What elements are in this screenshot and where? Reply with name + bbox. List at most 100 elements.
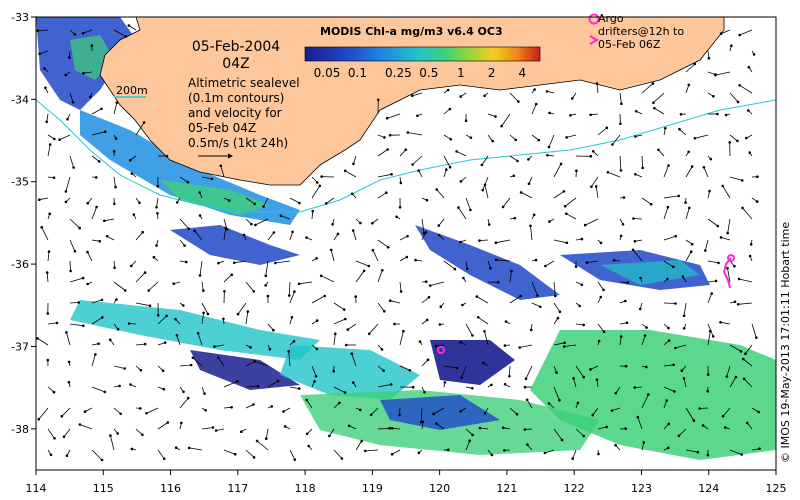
velocity-vector-head bbox=[165, 314, 168, 318]
velocity-vector-head bbox=[116, 432, 119, 435]
velocity-vector bbox=[478, 316, 489, 325]
contour-200m bbox=[35, 99, 777, 213]
velocity-vector-head bbox=[534, 258, 538, 262]
velocity-vector bbox=[245, 404, 254, 409]
velocity-vector-head bbox=[583, 223, 587, 227]
velocity-vector bbox=[685, 251, 692, 262]
velocity-vector bbox=[586, 260, 599, 263]
velocity-vector-head bbox=[279, 214, 283, 218]
velocity-vector-head bbox=[448, 165, 452, 169]
velocity-vector-head bbox=[352, 381, 355, 384]
velocity-vector-head bbox=[674, 346, 677, 350]
velocity-vector-head bbox=[45, 271, 49, 274]
velocity-vector bbox=[420, 407, 423, 423]
velocity-vector-head bbox=[742, 377, 746, 381]
velocity-vector-head bbox=[536, 294, 539, 297]
velocity-vector bbox=[685, 166, 693, 178]
argo-legend-chevron bbox=[589, 35, 600, 45]
velocity-vector-head bbox=[132, 213, 136, 216]
velocity-vector-head bbox=[214, 429, 218, 432]
velocity-vector bbox=[729, 92, 739, 103]
velocity-vector bbox=[572, 449, 577, 459]
velocity-vector bbox=[146, 407, 159, 414]
velocity-vector bbox=[69, 323, 84, 327]
velocity-vector-head bbox=[45, 120, 48, 124]
velocity-vector bbox=[289, 386, 300, 389]
velocity-vector-head bbox=[386, 246, 390, 249]
velocity-vector-head bbox=[156, 314, 160, 317]
velocity-vector-head bbox=[213, 345, 216, 348]
velocity-vector-head bbox=[82, 71, 85, 75]
velocity-vector bbox=[619, 336, 622, 346]
velocity-vector bbox=[377, 270, 383, 283]
velocity-vector bbox=[465, 260, 468, 269]
velocity-vector-head bbox=[367, 332, 371, 336]
velocity-vector-head bbox=[459, 340, 462, 344]
velocity-vector-head bbox=[202, 289, 205, 292]
velocity-vector-head bbox=[490, 453, 494, 457]
velocity-vector-head bbox=[591, 413, 595, 417]
x-tick-label: 120 bbox=[429, 482, 450, 495]
velocity-vector-head bbox=[582, 375, 585, 379]
velocity-vector bbox=[399, 256, 408, 262]
velocity-vector bbox=[37, 29, 49, 31]
velocity-vector bbox=[245, 385, 259, 388]
velocity-vector bbox=[591, 176, 599, 187]
velocity-vector-head bbox=[364, 449, 367, 453]
velocity-vector bbox=[365, 449, 379, 452]
velocity-vector-head bbox=[55, 321, 59, 325]
velocity-vector-head bbox=[709, 157, 713, 161]
velocity-vector-head bbox=[494, 258, 498, 262]
colorbar-tick-label: 0.5 bbox=[419, 66, 439, 80]
velocity-vector-head bbox=[503, 449, 506, 452]
velocity-vector bbox=[722, 185, 731, 199]
velocity-vector-head bbox=[562, 190, 566, 193]
velocity-vector-head bbox=[418, 340, 422, 343]
velocity-vector bbox=[39, 50, 49, 55]
velocity-vector bbox=[641, 83, 654, 94]
velocity-vector bbox=[46, 113, 49, 122]
velocity-vector-head bbox=[206, 312, 210, 316]
velocity-vector-head bbox=[73, 33, 77, 36]
velocity-vector-head bbox=[516, 159, 519, 163]
velocity-vector bbox=[113, 281, 126, 291]
velocity-vector-head bbox=[421, 420, 425, 424]
velocity-vector-head bbox=[81, 32, 85, 35]
x-tick-label: 116 bbox=[160, 482, 181, 495]
velocity-vector bbox=[726, 365, 731, 377]
velocity-vector bbox=[223, 227, 227, 241]
velocity-vector-head bbox=[103, 130, 107, 133]
velocity-vector-head bbox=[360, 439, 364, 443]
velocity-vector-head bbox=[643, 334, 647, 337]
velocity-vector-head bbox=[468, 439, 472, 443]
velocity-vector bbox=[495, 239, 511, 244]
velocity-vector-head bbox=[66, 117, 69, 121]
velocity-vector-head bbox=[100, 458, 104, 462]
velocity-vector bbox=[487, 113, 496, 117]
velocity-vector-head bbox=[471, 433, 474, 437]
velocity-vector bbox=[267, 380, 279, 388]
velocity-vector-head bbox=[558, 398, 561, 402]
velocity-vector-head bbox=[483, 330, 486, 333]
velocity-vector-head bbox=[139, 368, 143, 372]
velocity-vector-head bbox=[701, 424, 705, 427]
velocity-vector bbox=[663, 364, 674, 367]
velocity-vector bbox=[685, 207, 690, 220]
velocity-vector-head bbox=[198, 214, 202, 217]
velocity-vector bbox=[47, 428, 55, 439]
velocity-vector bbox=[612, 134, 621, 145]
velocity-vector bbox=[633, 218, 643, 220]
velocity-vector bbox=[663, 195, 679, 199]
velocity-vector bbox=[311, 211, 314, 220]
velocity-vector bbox=[663, 260, 674, 268]
velocity-vector bbox=[751, 407, 759, 413]
velocity-vector-head bbox=[44, 86, 47, 90]
velocity-vector-head bbox=[320, 175, 324, 178]
velocity-vector bbox=[685, 407, 695, 421]
velocity-vector-head bbox=[114, 137, 118, 140]
velocity-vector-head bbox=[411, 385, 415, 389]
velocity-vector-head bbox=[307, 444, 311, 448]
velocity-vector-head bbox=[305, 236, 308, 239]
x-tick-label: 119 bbox=[362, 482, 383, 495]
velocity-vector bbox=[148, 281, 159, 291]
